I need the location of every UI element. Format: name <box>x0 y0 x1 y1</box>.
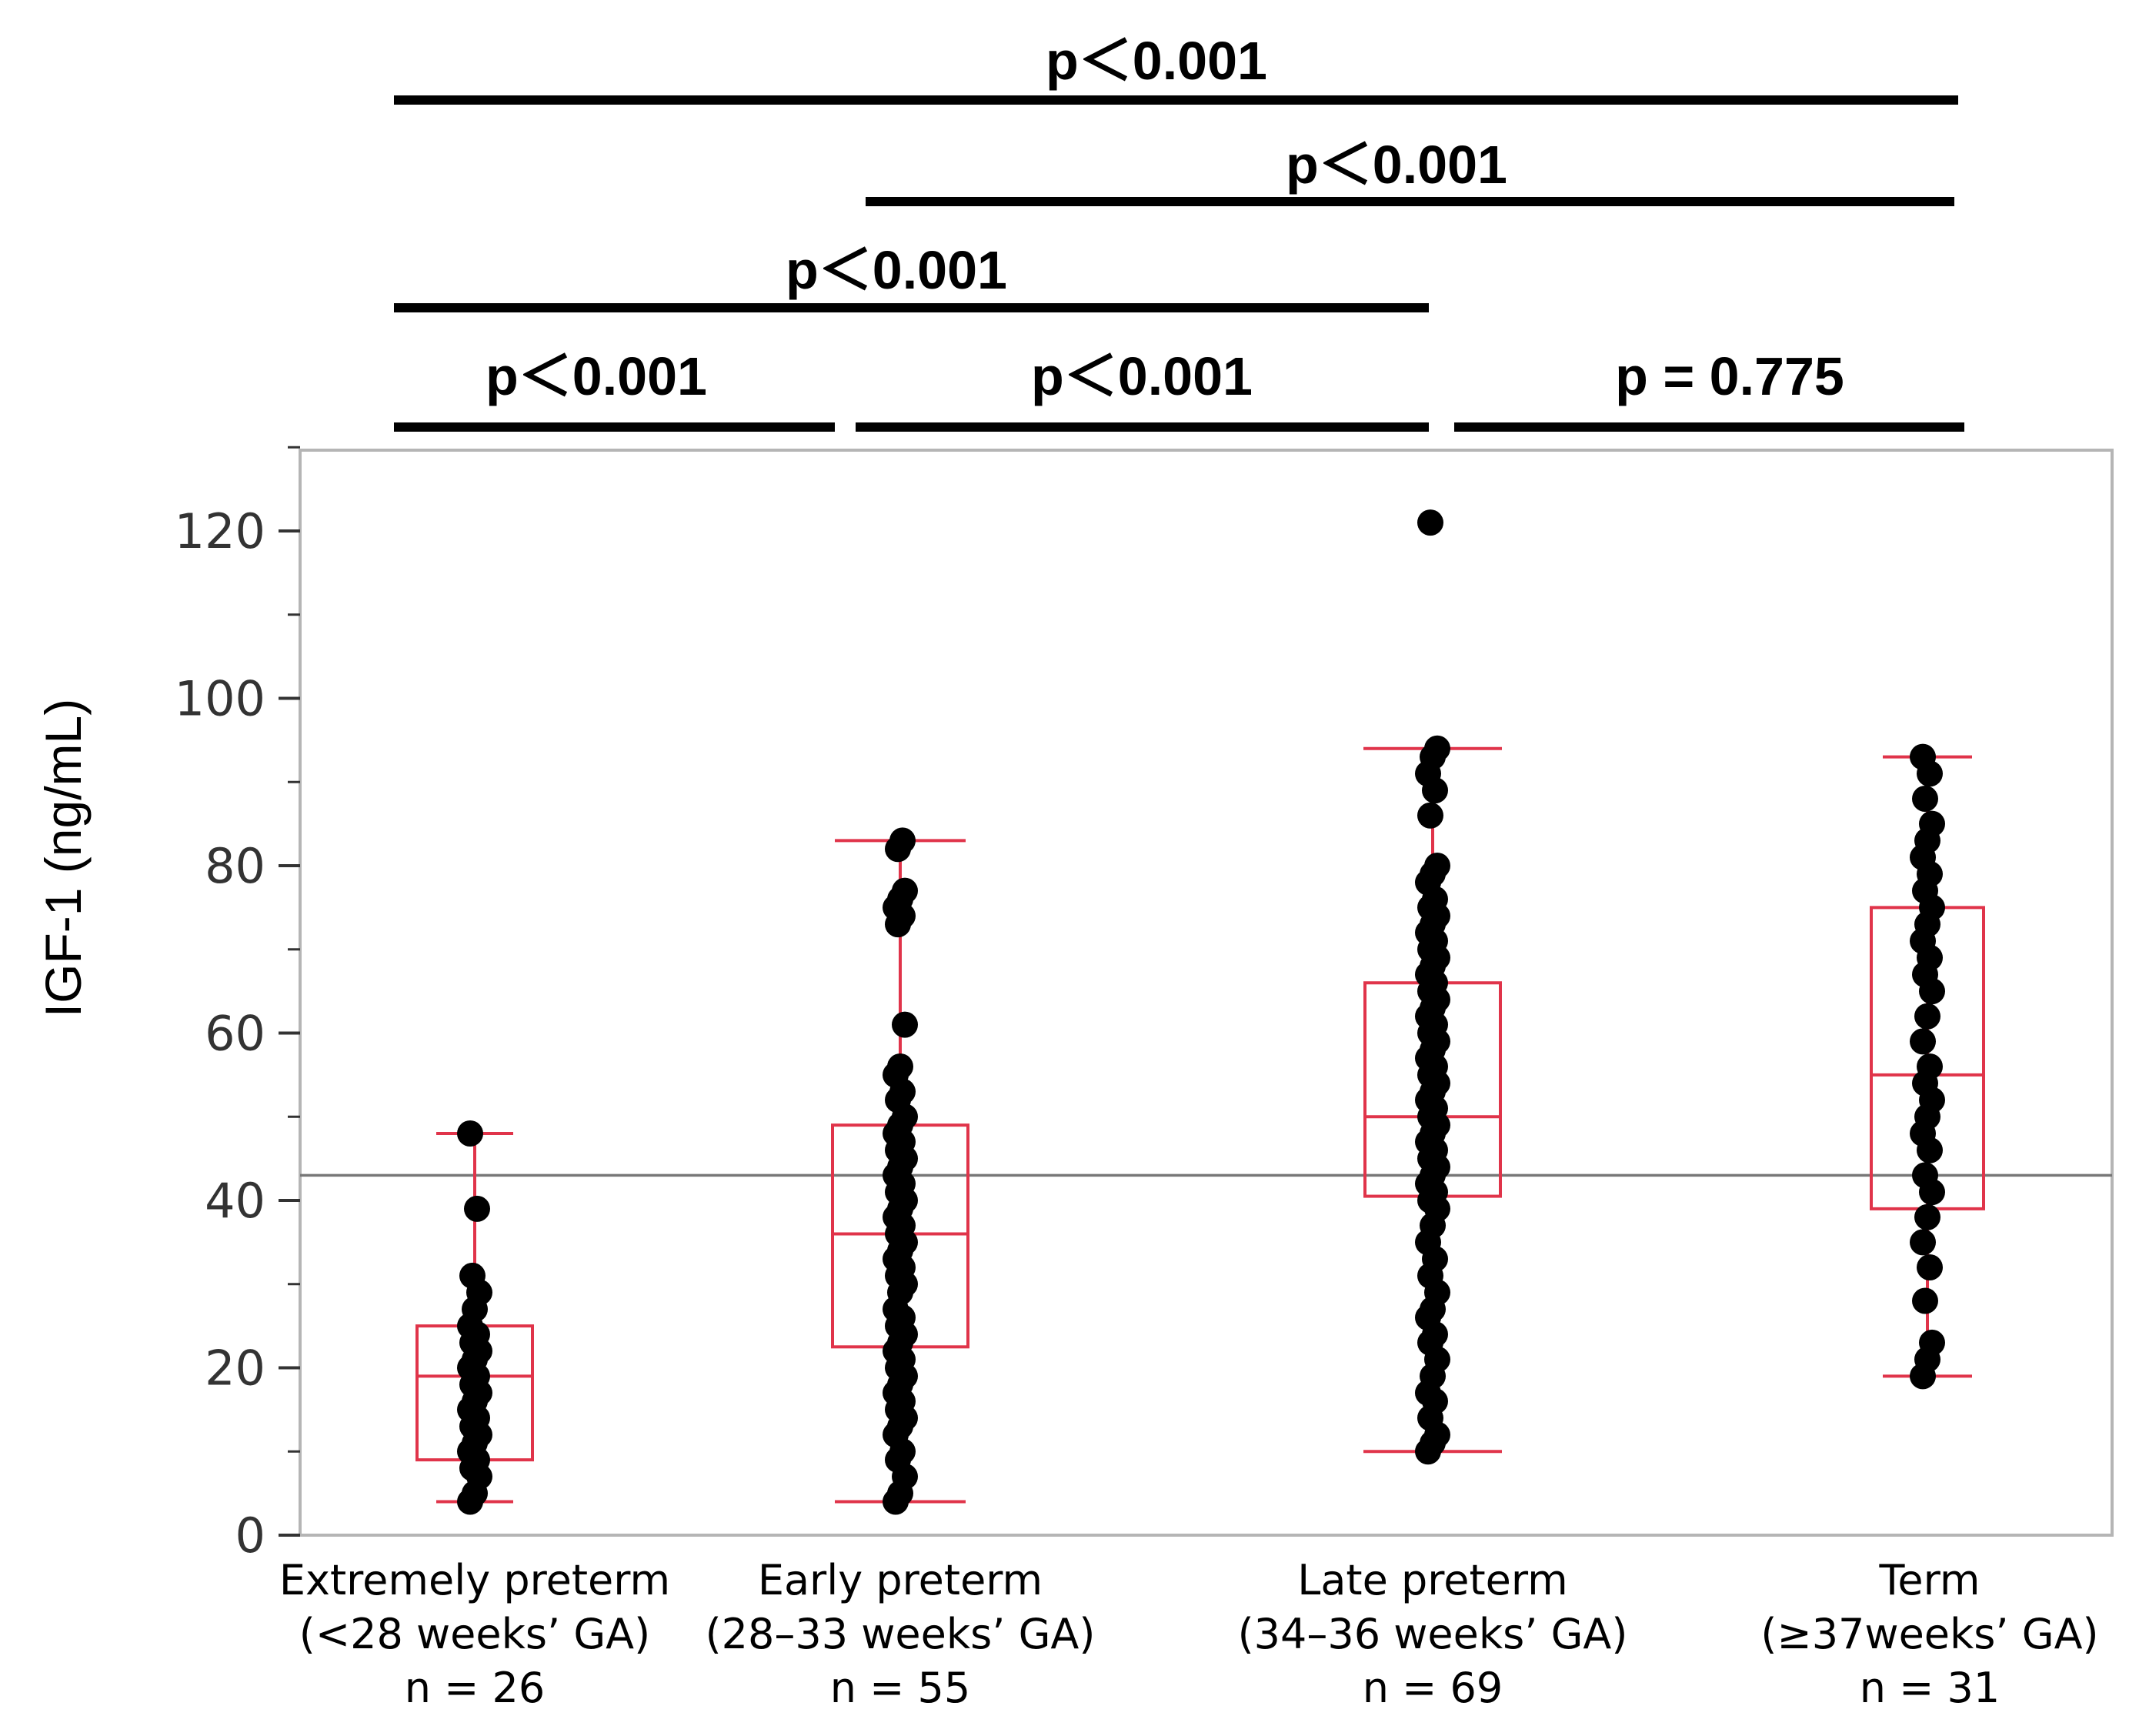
y-tick-label: 80 <box>205 838 265 894</box>
data-point <box>464 1195 490 1222</box>
significance-brackets: p＜0.001 p＜0.001 p = 0.775 p＜0.001 p＜0.001 p＜0… <box>394 31 1964 432</box>
category-label-line1: Late preterm <box>1297 1556 1568 1604</box>
data-point <box>457 1120 483 1147</box>
y-tick-label: 20 <box>205 1340 265 1397</box>
plot-frame-border <box>299 449 2114 1537</box>
data-point <box>1417 509 1443 536</box>
category-label-line1: Term <box>1879 1556 1981 1604</box>
p-value-label: p＜0.001 <box>1286 135 1507 195</box>
y-axis-title: IGF-1 (ng/mL) <box>35 699 92 1017</box>
category-label-line2: (34–36 weeks’ GA) <box>1238 1610 1628 1658</box>
category-label-line1: Extremely preterm <box>279 1556 670 1604</box>
data-point <box>1424 735 1450 762</box>
data-point <box>1417 802 1443 829</box>
data-point <box>1917 1254 1943 1280</box>
data-point <box>1912 1162 1938 1189</box>
box-group <box>1870 743 1985 1390</box>
data-point <box>1919 1329 1945 1356</box>
category-label-line2: (<28 weeks’ GA) <box>299 1610 650 1658</box>
category-label-line2: (≥37weeks’ GA) <box>1760 1610 2098 1658</box>
y-tick-label: 40 <box>205 1173 265 1229</box>
category-n-label: n = 55 <box>830 1664 971 1712</box>
y-tick-label: 100 <box>175 671 265 727</box>
data-point <box>1912 1287 1938 1314</box>
y-tick-label: 0 <box>235 1507 265 1564</box>
data-point <box>892 877 918 904</box>
p-value-label: p＜0.001 <box>786 240 1007 300</box>
y-tick-label: 60 <box>205 1006 265 1062</box>
data-point <box>1424 853 1450 879</box>
data-point <box>889 827 916 854</box>
p-value-label: p＜0.001 <box>1031 346 1253 406</box>
category-label-line1: Early preterm <box>758 1556 1043 1604</box>
plot-frame <box>299 449 2114 1537</box>
data-point <box>887 1053 913 1080</box>
category-labels: Extremely preterm (<28 weeks’ GA) n = 26 Ea… <box>279 1556 2099 1712</box>
box-group <box>1363 509 1502 1465</box>
p-value-label: p = 0.775 <box>1615 346 1844 406</box>
data-point <box>1914 1204 1940 1230</box>
p-value-label: p＜0.001 <box>1046 31 1267 91</box>
data-point <box>1919 810 1945 837</box>
data-point <box>1910 1229 1936 1256</box>
data-point <box>459 1262 486 1289</box>
data-point <box>1910 743 1936 770</box>
data-point <box>1912 786 1938 812</box>
category-label-line2: (28–33 weeks’ GA) <box>706 1610 1096 1658</box>
p-value-label: p＜0.001 <box>486 346 707 406</box>
data-point <box>1914 1003 1940 1030</box>
box-group <box>831 827 969 1515</box>
data-point <box>892 1011 918 1038</box>
category-n-label: n = 69 <box>1363 1664 1503 1712</box>
box-group <box>415 1120 534 1515</box>
data-point <box>1917 1053 1943 1080</box>
y-tick-label: 120 <box>175 503 265 559</box>
y-axis: 0 20 40 60 80 100 120 <box>175 446 300 1564</box>
category-n-label: n = 26 <box>405 1664 546 1712</box>
box-groups <box>415 509 1985 1515</box>
data-point <box>1910 1028 1936 1055</box>
category-n-label: n = 31 <box>1860 1664 2001 1712</box>
